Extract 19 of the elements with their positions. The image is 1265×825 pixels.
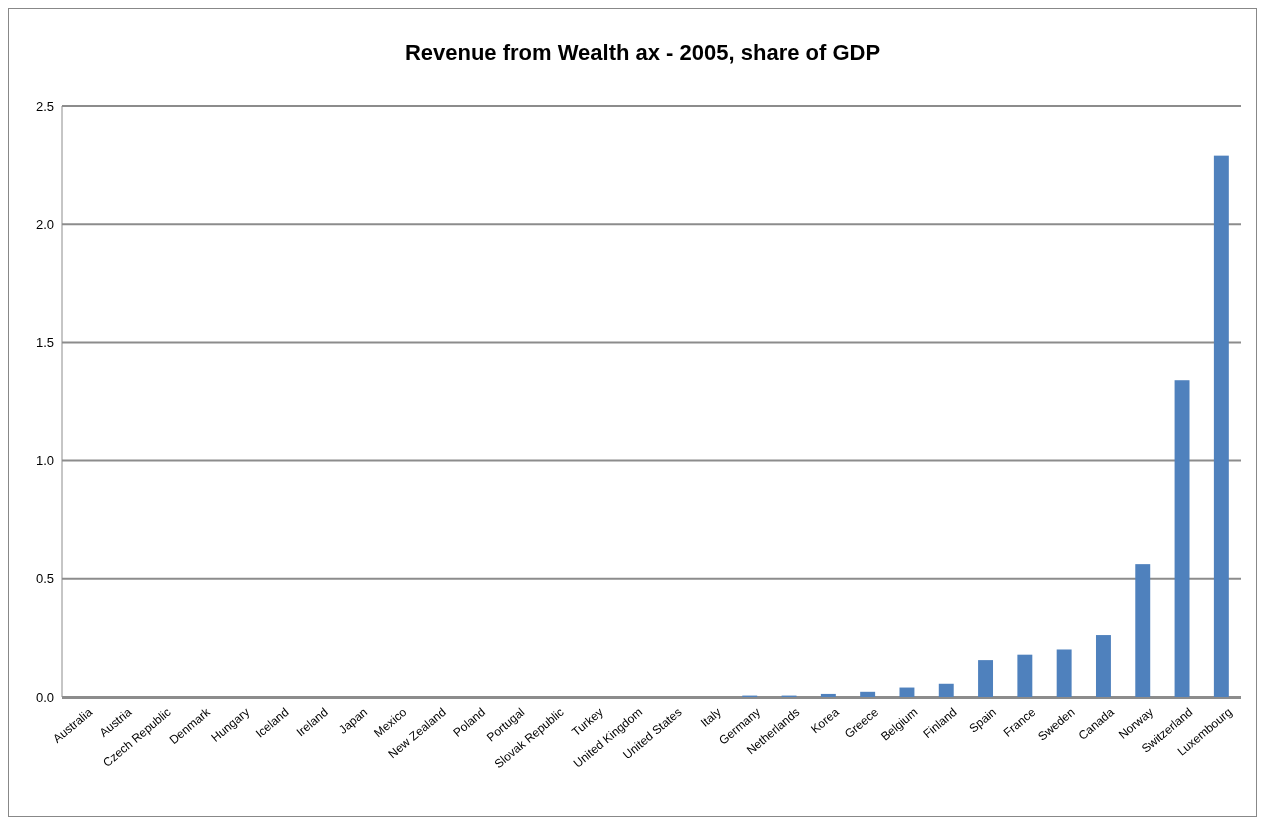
x-tick-label: Italy: [697, 705, 724, 730]
chart-title: Revenue from Wealth ax - 2005, share of GDP: [404, 40, 881, 65]
y-tick-label: 1.0: [35, 453, 54, 469]
y-tick-label: 1.5: [35, 334, 54, 350]
bar: [1135, 564, 1151, 697]
bar: [1056, 649, 1072, 697]
y-tick-label: 0.5: [35, 571, 54, 587]
bar: [1095, 635, 1111, 697]
bar: [860, 691, 876, 697]
y-tick-label: 2.0: [35, 216, 54, 232]
y-tick-label: 2.5: [35, 98, 54, 114]
bar: [1174, 380, 1190, 697]
bar: [899, 687, 915, 697]
y-tick-label: 0.0: [35, 689, 54, 705]
bar: [938, 683, 954, 697]
bar: [1213, 155, 1229, 697]
bar: [978, 660, 994, 697]
bar: [820, 693, 836, 697]
bar: [1017, 654, 1033, 697]
